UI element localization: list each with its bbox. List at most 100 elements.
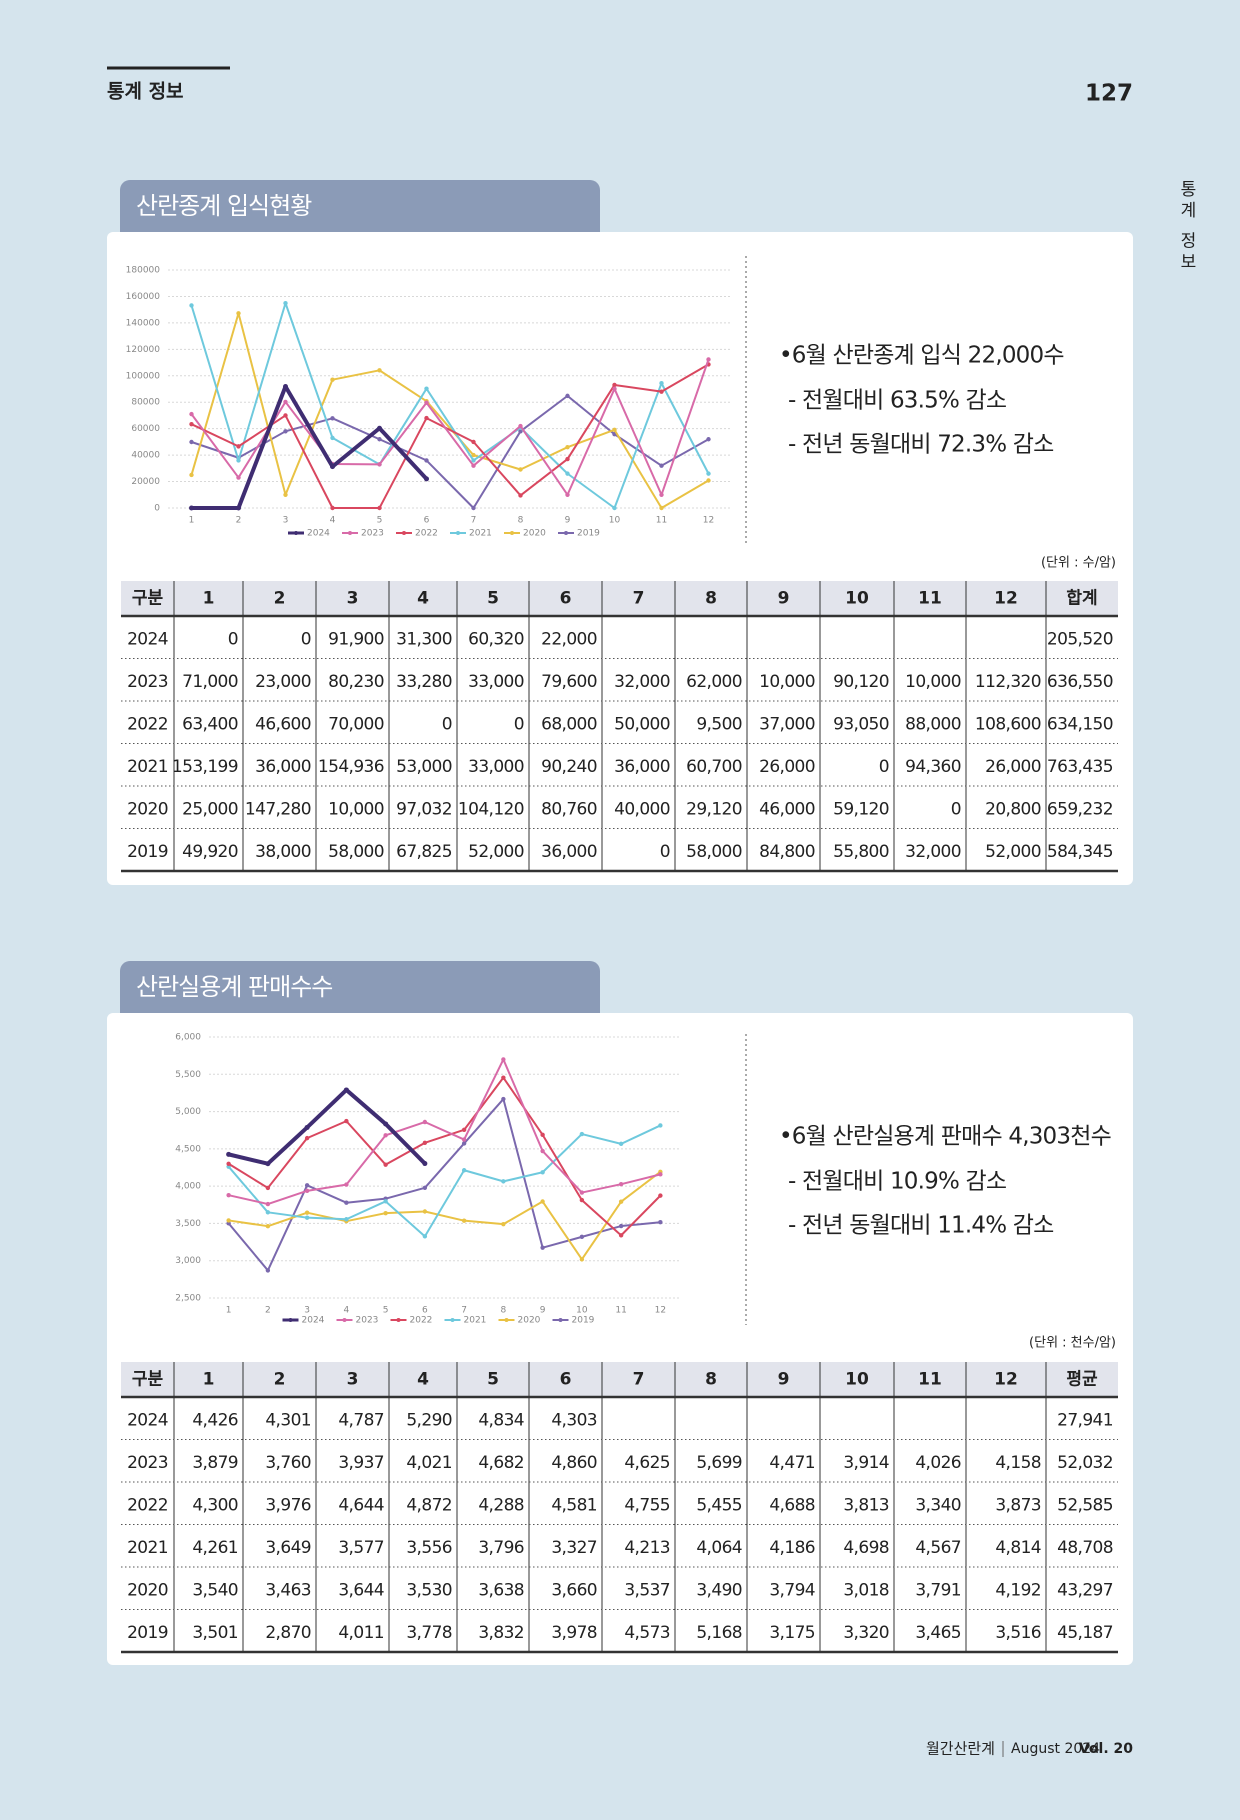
legend-label: 2021 <box>469 529 492 539</box>
table-cell: 3,914 <box>843 1453 889 1473</box>
y-tick-label: 140000 <box>126 318 161 328</box>
point <box>265 1223 271 1229</box>
point <box>659 389 664 394</box>
point <box>471 463 476 468</box>
section-tab <box>120 961 600 1023</box>
point <box>304 1183 310 1188</box>
card <box>107 232 1133 885</box>
point <box>189 411 194 417</box>
table-cell: 0 <box>951 799 961 819</box>
table-cell: 3,976 <box>265 1495 311 1515</box>
point <box>501 1075 506 1080</box>
table-header: 4 <box>417 1370 429 1390</box>
point <box>579 1131 585 1137</box>
point <box>612 427 617 433</box>
table-cell: 3,813 <box>843 1495 889 1515</box>
table-cell: 4,213 <box>624 1538 670 1558</box>
y-tick-label: 5,000 <box>175 1107 201 1117</box>
table-cell: 22,000 <box>541 629 597 649</box>
point <box>189 303 194 308</box>
table-header: 1 <box>203 1370 215 1390</box>
point <box>659 492 664 497</box>
point <box>422 1140 428 1146</box>
table-header: 7 <box>633 589 645 609</box>
table-cell: 0 <box>442 714 452 734</box>
table-header: 4 <box>417 589 429 609</box>
point <box>304 1210 310 1215</box>
card <box>107 1013 1133 1665</box>
table-cell: 4,158 <box>995 1453 1041 1473</box>
series-line <box>190 312 710 509</box>
point <box>424 386 429 391</box>
legend-label: 2024 <box>302 1316 325 1326</box>
table-cell: 112,320 <box>975 672 1041 692</box>
table-cell: 4,011 <box>338 1623 384 1643</box>
series-line <box>228 1171 661 1261</box>
table-cell: 4,698 <box>843 1538 889 1558</box>
note: - 전월대비 10.9% 감소 <box>788 1169 1006 1195</box>
table-header: 12 <box>994 589 1018 609</box>
legend-label: 2023 <box>361 529 384 539</box>
table-cell: 659,232 <box>1047 799 1113 819</box>
table-cell: 4,625 <box>624 1453 670 1473</box>
table-cell: 153,199 <box>172 757 238 777</box>
point <box>424 400 429 405</box>
x-tick-label: 5 <box>377 516 383 526</box>
table-cell: 59,120 <box>833 799 889 819</box>
table-cell: 46,600 <box>255 714 311 734</box>
legend-label: 2022 <box>415 529 438 539</box>
point <box>344 1118 349 1124</box>
legend-label: 2022 <box>410 1316 433 1326</box>
table-cell: 20,800 <box>985 799 1041 819</box>
point <box>618 1199 624 1204</box>
table-cell: 38,000 <box>255 842 311 862</box>
point <box>283 399 288 405</box>
table-cell: 0 <box>660 842 670 862</box>
point <box>283 492 288 497</box>
table-cell: 0 <box>879 757 889 777</box>
table-cell: 4,026 <box>915 1453 961 1473</box>
y-tick-label: 6,000 <box>175 1033 201 1043</box>
table-row-label: 2023 <box>127 1453 168 1473</box>
legend-dot <box>396 1318 401 1322</box>
point <box>236 444 241 449</box>
point <box>706 437 711 442</box>
point <box>579 1197 585 1203</box>
x-tick-label: 12 <box>655 1306 666 1316</box>
point <box>501 1096 506 1102</box>
point <box>226 1192 231 1198</box>
table-cell: 108,600 <box>975 714 1041 734</box>
table-cell: 91,900 <box>328 629 384 649</box>
x-tick-label: 10 <box>609 516 621 526</box>
table-header: 10 <box>845 1370 869 1390</box>
point <box>659 463 664 468</box>
y-tick-label: 60000 <box>131 424 160 434</box>
table-row-label: 2019 <box>127 842 168 862</box>
table-cell: 634,150 <box>1047 714 1113 734</box>
footer-magazine: 월간산란계 <box>926 1740 995 1758</box>
table-cell: 3,327 <box>551 1538 597 1558</box>
table-cell: 5,699 <box>696 1453 742 1473</box>
table-cell: 52,000 <box>985 842 1041 862</box>
legend-label: 2023 <box>356 1316 379 1326</box>
table-cell: 63,400 <box>182 714 238 734</box>
series-line <box>228 1087 427 1166</box>
table-cell: 4,688 <box>769 1495 815 1515</box>
table-cell: 43,297 <box>1057 1580 1113 1600</box>
table-row-label: 2020 <box>127 1580 168 1600</box>
table-cell: 104,120 <box>458 799 524 819</box>
table-cell: 4,186 <box>769 1538 815 1558</box>
point <box>344 1217 349 1222</box>
table-cell: 3,018 <box>843 1580 889 1600</box>
point <box>612 382 617 388</box>
point <box>330 464 335 470</box>
side-label: 통계 정보 <box>1176 180 1196 273</box>
table-cell: 763,435 <box>1047 757 1113 777</box>
point <box>706 357 711 362</box>
x-tick-label: 2 <box>236 516 242 526</box>
table-header-bg <box>121 1362 1118 1397</box>
legend-dot <box>456 531 460 535</box>
table-cell: 584,345 <box>1047 842 1113 862</box>
point <box>540 1245 545 1250</box>
table-cell: 3,540 <box>192 1580 238 1600</box>
